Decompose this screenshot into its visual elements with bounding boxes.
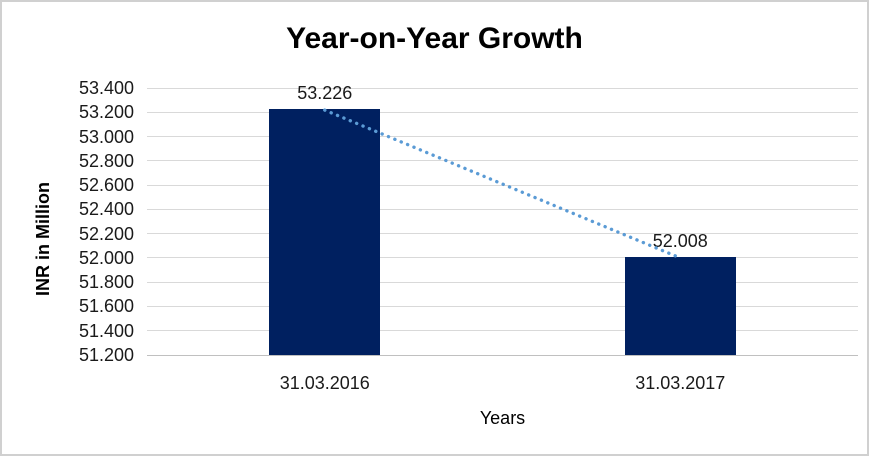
gridline bbox=[147, 136, 858, 138]
gridline bbox=[147, 305, 858, 307]
gridline bbox=[147, 111, 858, 113]
gridline bbox=[147, 281, 858, 283]
y-axis-tick-label: 52.200 bbox=[78, 223, 134, 244]
chart-title: Year-on-Year Growth bbox=[286, 22, 583, 55]
bar bbox=[624, 256, 736, 355]
y-axis-tick-label: 53.000 bbox=[78, 126, 134, 147]
y-axis-tick-label: 52.800 bbox=[78, 150, 134, 171]
gridline bbox=[147, 257, 858, 259]
gridline bbox=[147, 87, 858, 89]
y-axis-tick-label: 51.600 bbox=[78, 296, 134, 317]
y-axis-tick-label: 53.200 bbox=[78, 102, 134, 123]
gridline bbox=[147, 233, 858, 235]
x-axis-tick-label: 31.03.2016 bbox=[279, 373, 370, 393]
y-axis-tick-label: 52.400 bbox=[78, 199, 134, 220]
bar-data-label: 52.008 bbox=[652, 230, 708, 251]
gridline bbox=[147, 330, 858, 332]
bar bbox=[269, 109, 381, 355]
y-axis-tick-label: 52.600 bbox=[78, 175, 134, 196]
x-axis-title: Years bbox=[479, 408, 526, 428]
gridline bbox=[147, 208, 858, 210]
y-axis-tick-label: 51.200 bbox=[78, 345, 134, 365]
y-axis-tick-label: 53.400 bbox=[78, 78, 134, 98]
y-axis-tick-label: 51.400 bbox=[78, 320, 134, 341]
bar-data-label: 53.226 bbox=[297, 83, 353, 104]
gridline bbox=[147, 160, 858, 162]
x-axis-line bbox=[147, 354, 858, 356]
y-axis-tick-label: 52.000 bbox=[78, 247, 134, 268]
y-axis-tick-label: 51.800 bbox=[78, 272, 134, 293]
gridline bbox=[147, 184, 858, 186]
x-axis-tick-label: 31.03.2017 bbox=[635, 373, 726, 393]
